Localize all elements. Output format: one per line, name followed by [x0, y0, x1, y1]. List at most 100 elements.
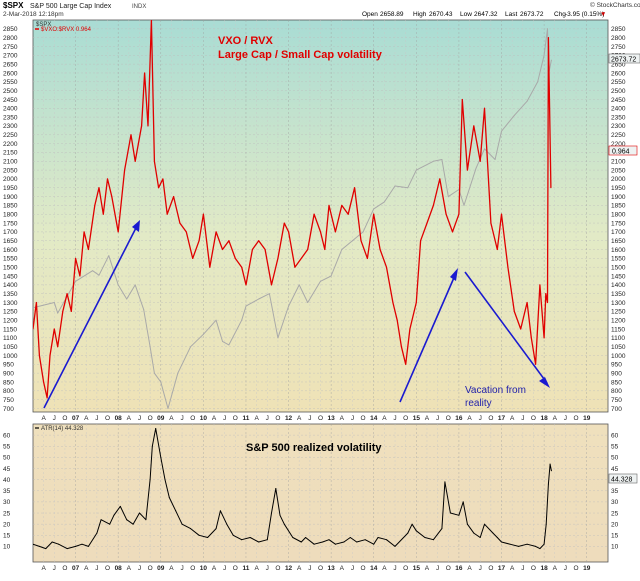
y-tick-label-left: 2600 [3, 70, 18, 77]
data-point [334, 231, 336, 233]
y-tick-label-right: 2450 [611, 97, 626, 104]
data-point [324, 249, 326, 250]
data-point [386, 266, 387, 268]
data-point [543, 337, 545, 339]
y-tick-label-left: 2350 [3, 114, 18, 121]
x-tick-label: 13 [328, 565, 336, 572]
y-tick-label-left: 1600 [3, 247, 18, 254]
data-point [539, 548, 541, 550]
x-tick-label: 18 [540, 415, 548, 422]
data-point [354, 187, 356, 189]
x-tick-label: O [148, 415, 153, 422]
data-point [479, 537, 481, 538]
y-tick-label-right: 2350 [611, 114, 626, 121]
data-point [507, 266, 509, 268]
y-tick-label-right: 1850 [611, 203, 626, 210]
y-tick-label-right: 1900 [611, 194, 626, 201]
data-point [328, 204, 330, 206]
x-tick-label: A [127, 415, 132, 422]
data-point [452, 231, 453, 233]
data-point [307, 302, 309, 303]
data-point [66, 548, 68, 550]
last-value: 2673.72 [520, 11, 544, 18]
y-tick-label-left: 800 [3, 388, 14, 395]
data-point [294, 266, 296, 268]
data-point [283, 523, 285, 525]
data-point [373, 213, 375, 215]
data-point [207, 537, 209, 538]
data-point [185, 231, 187, 233]
x-tick-label: 15 [413, 565, 421, 572]
price-x-axis: A J O 07 A J O 08 A J O 09 A J O 10 A J O 11 A J O 12 A J O 13 A J O 14… [41, 415, 590, 422]
x-tick-label: O [105, 565, 110, 572]
data-point [535, 545, 537, 547]
data-point [300, 541, 302, 543]
data-point [362, 231, 364, 233]
data-point [241, 266, 243, 268]
y-tick-label-right: 20 [611, 521, 619, 528]
data-point [96, 532, 98, 534]
data-point [341, 249, 343, 250]
data-point [271, 512, 272, 514]
y-tick-label-left: 2750 [3, 44, 18, 51]
chg-label: Chg [554, 11, 566, 18]
atr-annotation: S&P 500 realized volatility [246, 442, 382, 454]
y-tick-label-right: 2550 [611, 79, 626, 86]
y-tick-label-left: 1800 [3, 212, 18, 219]
data-point [167, 408, 169, 409]
last-value-tag-spx-box [608, 53, 640, 64]
data-point [234, 257, 236, 259]
x-tick-label: A [254, 565, 259, 572]
data-point [405, 363, 407, 365]
x-tick-label: O [361, 565, 366, 572]
y-tick-label-right: 1200 [611, 317, 626, 324]
x-tick-label: A [553, 415, 558, 422]
x-tick-label: O [105, 415, 110, 422]
data-point [550, 59, 552, 61]
data-point [360, 240, 362, 242]
y-tick-label-right: 1300 [611, 300, 626, 307]
x-tick-label: O [574, 415, 579, 422]
data-point [149, 346, 151, 348]
data-point [251, 249, 253, 250]
data-point [349, 537, 351, 538]
y-tick-label-right: 1600 [611, 247, 626, 254]
data-point [57, 312, 59, 314]
y-tick-label-left: 1050 [3, 344, 18, 351]
data-point [117, 284, 119, 286]
data-point [241, 319, 243, 321]
data-point [432, 204, 434, 206]
data-point [396, 319, 398, 321]
x-tick-label: O [361, 415, 366, 422]
y-tick-label-left: 1700 [3, 229, 18, 236]
y-tick-label-right: 55 [611, 444, 619, 451]
data-point [547, 28, 548, 30]
y-tick-label-left: 2400 [3, 106, 18, 113]
data-point [109, 523, 111, 525]
data-point [264, 249, 266, 250]
price-legend: $SPX $VXO:$RVX 0.964 [35, 22, 92, 33]
data-point [33, 307, 34, 309]
x-tick-label: 14 [370, 565, 378, 572]
last-value-tag-atr: 44.328 [608, 473, 638, 484]
atr-panel: 1010151520202525303035354040454550505555… [3, 423, 638, 572]
data-point [70, 310, 72, 312]
y-tick-label-right: 900 [611, 370, 622, 377]
data-point [124, 169, 126, 171]
data-point [420, 240, 422, 242]
y-tick-label-right: 1650 [611, 238, 626, 245]
data-point [526, 543, 528, 545]
data-point [347, 213, 349, 215]
low-label: Low [460, 11, 472, 18]
y-tick-label-right: 2250 [611, 132, 626, 139]
data-point [126, 298, 128, 300]
data-point [190, 528, 192, 530]
data-point [496, 537, 498, 538]
x-tick-label: O [233, 565, 238, 572]
data-point [383, 201, 385, 203]
y-tick-label-left: 2800 [3, 35, 18, 42]
data-point [322, 541, 324, 543]
x-tick-label: J [436, 565, 439, 572]
